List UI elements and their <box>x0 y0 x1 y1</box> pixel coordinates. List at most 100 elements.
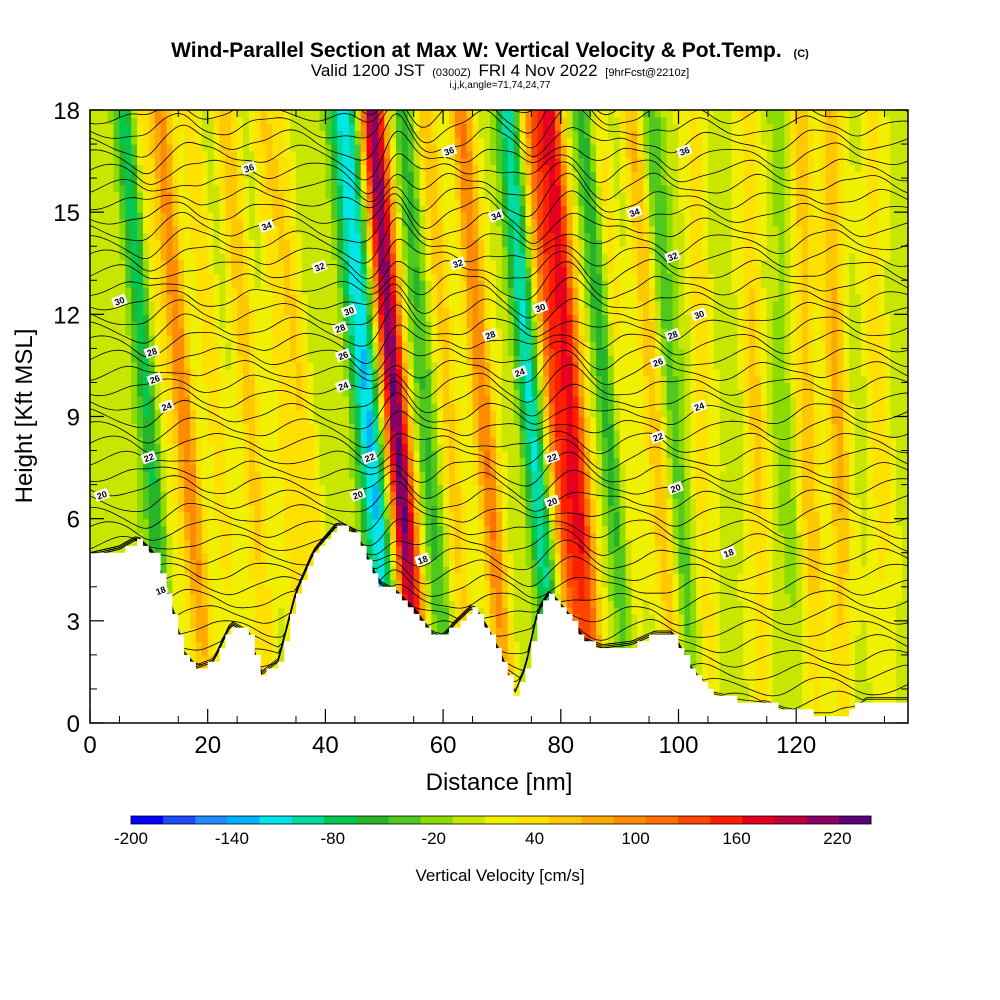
velocity-cell <box>343 246 350 254</box>
velocity-cell <box>331 253 338 261</box>
velocity-cell <box>290 307 297 315</box>
velocity-cell <box>343 205 350 213</box>
velocity-cell <box>237 409 244 418</box>
velocity-cell <box>190 341 197 349</box>
velocity-cell <box>390 266 397 275</box>
velocity-cell <box>313 334 321 343</box>
velocity-cell <box>325 532 332 540</box>
velocity-cell <box>396 579 403 588</box>
velocity-cell <box>184 218 191 227</box>
velocity-cell <box>95 436 103 445</box>
velocity-cell <box>384 307 391 315</box>
velocity-cell <box>384 477 391 486</box>
velocity-cell <box>278 586 285 595</box>
velocity-cell <box>101 416 109 424</box>
velocity-cell <box>290 518 297 527</box>
velocity-cell <box>231 573 238 581</box>
velocity-cell <box>95 212 103 220</box>
velocity-cell <box>272 545 279 554</box>
velocity-cell <box>384 389 391 397</box>
velocity-cell <box>407 436 415 445</box>
velocity-cell <box>295 430 303 438</box>
velocity-cell <box>260 348 268 356</box>
velocity-cell <box>166 539 173 547</box>
velocity-cell <box>366 382 374 390</box>
velocity-cell <box>231 457 238 465</box>
velocity-cell <box>301 396 309 404</box>
velocity-cell <box>284 532 291 540</box>
velocity-cell <box>384 327 391 336</box>
velocity-cell <box>390 334 397 343</box>
velocity-cell <box>401 498 409 506</box>
velocity-cell <box>248 341 256 349</box>
velocity-cell <box>95 382 103 390</box>
velocity-cell <box>95 198 103 206</box>
velocity-cell <box>272 402 279 411</box>
velocity-cell <box>366 389 374 397</box>
velocity-cell <box>337 491 344 499</box>
velocity-cell <box>148 144 156 152</box>
velocity-cell <box>154 457 162 465</box>
velocity-cell <box>190 123 197 132</box>
velocity-cell <box>384 450 391 458</box>
velocity-cell <box>378 436 385 445</box>
velocity-cell <box>278 593 285 601</box>
velocity-cell <box>172 205 179 213</box>
velocity-cell <box>113 280 121 288</box>
velocity-cell <box>278 470 285 479</box>
velocity-cell <box>137 416 144 424</box>
velocity-cell <box>325 205 332 213</box>
velocity-cell <box>260 178 268 186</box>
velocity-cell <box>178 443 185 452</box>
velocity-cell <box>413 532 421 540</box>
velocity-cell <box>107 382 115 390</box>
velocity-cell <box>160 436 168 445</box>
velocity-cell <box>372 300 379 309</box>
velocity-cell <box>307 518 315 527</box>
velocity-cell <box>372 321 379 329</box>
velocity-cell <box>319 137 326 145</box>
velocity-cell <box>201 545 209 554</box>
velocity-cell <box>131 348 138 356</box>
velocity-cell <box>319 443 326 452</box>
velocity-cell <box>225 375 232 384</box>
velocity-cell <box>113 327 121 336</box>
velocity-cell <box>307 382 315 390</box>
velocity-cell <box>160 532 168 540</box>
velocity-cell <box>225 266 232 275</box>
velocity-cell <box>107 321 115 329</box>
velocity-cell <box>295 171 303 179</box>
velocity-cell <box>148 307 156 315</box>
velocity-cell <box>254 607 262 615</box>
velocity-cell <box>154 443 162 452</box>
velocity-cell <box>137 457 144 465</box>
velocity-cell <box>207 334 215 343</box>
velocity-cell <box>260 321 268 329</box>
velocity-cell <box>254 212 262 220</box>
velocity-cell <box>272 164 279 172</box>
velocity-cell <box>201 110 209 118</box>
velocity-cell <box>119 423 126 431</box>
velocity-cell <box>407 505 415 513</box>
velocity-cell <box>307 171 315 179</box>
velocity-cell <box>325 498 332 506</box>
velocity-cell <box>160 287 168 295</box>
velocity-cell <box>295 157 303 166</box>
velocity-cell <box>366 307 374 315</box>
velocity-cell <box>237 382 244 390</box>
velocity-cell <box>313 382 321 390</box>
velocity-cell <box>201 253 209 261</box>
velocity-cell <box>254 552 262 561</box>
velocity-cell <box>278 491 285 499</box>
velocity-cell <box>295 566 303 574</box>
velocity-cell <box>184 157 191 166</box>
velocity-cell <box>190 232 197 241</box>
velocity-cell <box>301 525 309 533</box>
velocity-cell <box>225 539 232 547</box>
velocity-cell <box>295 470 303 479</box>
velocity-cell <box>201 620 209 629</box>
velocity-cell <box>407 470 415 479</box>
velocity-cell <box>225 355 232 363</box>
velocity-cell <box>148 164 156 172</box>
velocity-cell <box>301 341 309 349</box>
